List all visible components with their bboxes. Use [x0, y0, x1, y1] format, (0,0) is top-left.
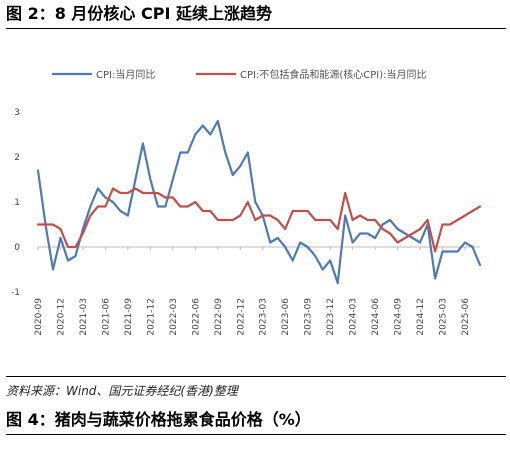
- next-figure-title: 图 4：猪肉与蔬菜价格拖累食品价格（%）: [6, 410, 311, 429]
- y-tick-label: 3: [14, 108, 20, 118]
- line-chart: CPI:当月同比 CPI:不包括食品和能源(核心CPI):当月同比 -10123 …: [11, 68, 482, 336]
- x-tick-label: 2021-12: [146, 298, 156, 336]
- figure-title: 图 2：8 月份核心 CPI 延续上涨趋势: [6, 4, 272, 23]
- x-tick-label: 2023-03: [259, 298, 269, 336]
- x-tick-label: 2024-09: [394, 298, 404, 336]
- x-tick-label: 2023-12: [326, 298, 336, 336]
- y-tick-label: 0: [14, 243, 20, 253]
- x-tick-label: 2023-09: [304, 298, 314, 336]
- x-tick-label: 2022-12: [236, 298, 246, 336]
- bottom-divider: [6, 434, 506, 435]
- y-tick-label: 2: [14, 153, 20, 163]
- x-tick-label: 2022-06: [191, 298, 201, 336]
- legend-label-2: CPI:不包括食品和能源(核心CPI):当月同比: [240, 68, 426, 81]
- y-tick-label: -1: [11, 288, 20, 298]
- legend-label-1: CPI:当月同比: [96, 68, 155, 81]
- chart-bottom-divider: [6, 376, 506, 377]
- x-tick-label: 2025-06: [461, 298, 471, 336]
- x-tick-label: 2021-06: [101, 298, 111, 336]
- source-note: 资料来源：Wind、国元证券经纪(香港)整理: [6, 384, 238, 398]
- y-axis: -1 0 1 2 3: [11, 108, 20, 298]
- chart-legend: CPI:当月同比 CPI:不包括食品和能源(核心CPI):当月同比: [52, 68, 426, 81]
- x-tick-label: 2022-03: [169, 298, 179, 336]
- x-tick-label: 2022-09: [214, 298, 224, 336]
- x-tick-label: 2021-09: [124, 298, 134, 336]
- series-line-1: [36, 119, 482, 285]
- x-tick-label: 2023-06: [281, 298, 291, 336]
- plot-area: [36, 119, 482, 285]
- series-line-2: [36, 187, 482, 253]
- x-tick-label: 2024-06: [371, 298, 381, 336]
- x-axis: 2020-09 2020-12 2021-03 2021-06 2021-09 2021-…: [34, 246, 480, 336]
- x-tick-label: 2020-09: [34, 298, 44, 336]
- x-tick-label: 2025-03: [439, 298, 449, 336]
- x-tick-label: 2024-03: [349, 298, 359, 336]
- x-tick-label: 2024-12: [416, 298, 426, 336]
- title-divider: [6, 28, 506, 29]
- x-tick-label: 2020-12: [56, 298, 66, 336]
- y-tick-label: 1: [14, 198, 20, 208]
- x-tick-label: 2021-03: [79, 298, 89, 336]
